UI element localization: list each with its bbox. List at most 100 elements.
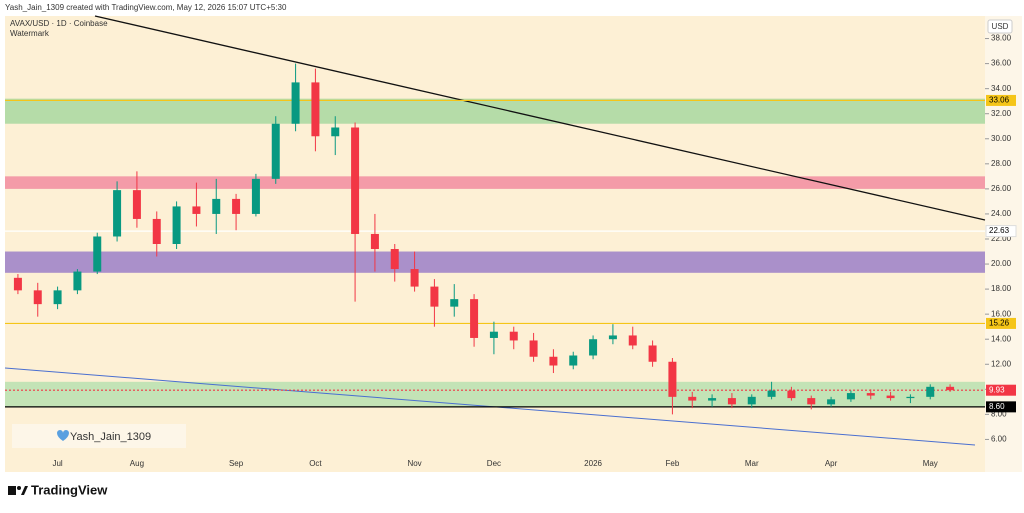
x-tick-label: May	[923, 459, 938, 468]
candle-body	[93, 236, 102, 272]
candle-body	[489, 331, 498, 338]
candle-body	[291, 82, 300, 124]
candle-body	[807, 398, 816, 405]
candle-body	[827, 399, 836, 405]
heart-icon	[57, 430, 69, 441]
candle-body	[53, 290, 62, 305]
candle-body	[846, 393, 855, 400]
candle-body	[866, 393, 875, 396]
zone	[5, 381, 985, 407]
candle-body	[73, 271, 82, 291]
y-tick-label: 24.00	[991, 209, 1012, 218]
x-tick-label: Nov	[407, 459, 421, 468]
x-tick-label: Oct	[309, 459, 322, 468]
y-tick-label: 34.00	[991, 84, 1012, 93]
candle-body	[271, 123, 280, 179]
candle-body	[430, 286, 439, 307]
candle-body	[509, 331, 518, 341]
candle-body	[708, 398, 717, 401]
x-tick-label: Aug	[130, 459, 144, 468]
candle-body	[727, 398, 736, 405]
candle-body	[470, 299, 479, 338]
price-tag	[986, 401, 1016, 413]
candle-body	[331, 127, 340, 137]
y-tick-label: 6.00	[991, 435, 1007, 444]
price-tag-label: 9.93	[989, 385, 1005, 394]
y-tick-label: 18.00	[991, 284, 1012, 293]
candle-body	[152, 218, 161, 244]
symbol: AVAX/USD · 1D · Coinbase	[10, 19, 108, 28]
candle-body	[648, 345, 657, 362]
candle-body	[212, 198, 221, 214]
candle-body	[569, 355, 578, 366]
candle-body	[549, 356, 558, 366]
x-tick-label: Apr	[825, 459, 838, 468]
price-tag-label: 22.63	[989, 226, 1010, 235]
candle-body	[589, 339, 598, 356]
candle-body	[390, 249, 399, 270]
x-tick-label: Sep	[229, 459, 244, 468]
zone	[5, 98, 985, 124]
zone	[5, 251, 985, 273]
candle-body	[747, 396, 756, 405]
y-tick-label: 8.00	[991, 409, 1007, 418]
candle-body	[628, 335, 637, 346]
candle-body	[906, 396, 915, 399]
y-tick-label: 36.00	[991, 59, 1012, 68]
candle-body	[351, 127, 360, 234]
currency-box[interactable]	[987, 19, 1013, 34]
candle-body	[668, 361, 677, 397]
y-tick-label: 28.00	[991, 159, 1012, 168]
candle-body	[232, 198, 241, 214]
candle-body	[410, 269, 419, 287]
y-tick-label: 14.00	[991, 334, 1012, 343]
candle-body	[13, 277, 22, 291]
price-tag	[986, 94, 1016, 106]
watermark-box	[12, 424, 186, 448]
x-tick-label: Feb	[666, 459, 680, 468]
price-tag-label: 8.60	[989, 402, 1005, 411]
logo	[8, 486, 28, 495]
watermark-label: Watermark	[10, 29, 50, 38]
x-tick-label: 2026	[584, 459, 602, 468]
x-tick-label: Dec	[487, 459, 501, 468]
candle-body	[172, 206, 181, 244]
candle-body	[926, 386, 935, 397]
candle-body	[787, 390, 796, 399]
price-tag-label: 33.06	[989, 96, 1010, 105]
candle-body	[608, 335, 617, 340]
candle-body	[886, 395, 895, 399]
y-tick-label: 38.00	[991, 34, 1012, 43]
candle-body	[251, 178, 260, 214]
trend-line	[94, 15, 986, 221]
header: Yash_Jain_1309 created with TradingView.…	[5, 3, 287, 12]
y-tick-label: 26.00	[991, 184, 1012, 193]
price-tag	[986, 384, 1016, 396]
candle-body	[370, 233, 379, 250]
candle-body	[192, 206, 201, 214]
x-tick-label: Jul	[52, 459, 62, 468]
y-tick-label: 22.00	[991, 234, 1012, 243]
price-tag-label: 15.26	[989, 319, 1010, 328]
price-tag	[985, 225, 1017, 238]
y-tick-label: 30.00	[991, 134, 1012, 143]
candle-body	[946, 386, 955, 391]
candle-body	[311, 82, 320, 137]
y-tick-label: 32.00	[991, 109, 1012, 118]
candle-body	[113, 190, 122, 237]
candle-body	[529, 340, 538, 357]
candle-body	[688, 396, 697, 401]
y-tick-label: 20.00	[991, 259, 1012, 268]
zone	[5, 176, 985, 189]
price-axis	[985, 16, 1022, 472]
watermark: Yash_Jain_1309	[70, 431, 151, 443]
y-tick-label: 12.00	[991, 359, 1012, 368]
candle-body	[132, 190, 141, 219]
candle-body	[450, 299, 459, 307]
footer: TradingView	[31, 482, 108, 497]
price-tag	[986, 317, 1016, 329]
candle-body	[767, 390, 776, 397]
x-tick-label: Mar	[745, 459, 759, 468]
currency: USD	[992, 22, 1009, 31]
